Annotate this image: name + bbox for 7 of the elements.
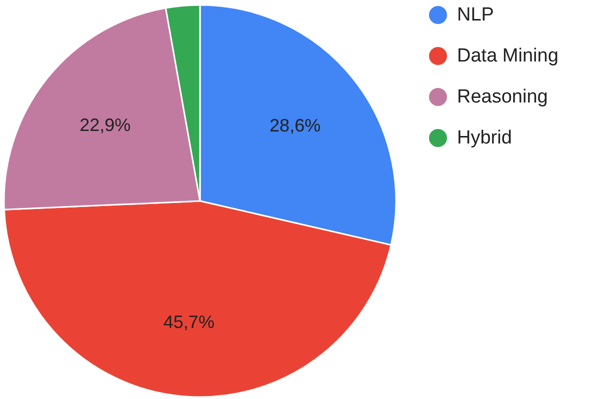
legend-label: Data Mining: [457, 46, 558, 66]
legend-label: Reasoning: [457, 86, 548, 108]
legend-label: Hybrid: [457, 128, 512, 148]
legend-label: NLP: [457, 4, 494, 26]
data-label: 45,7%: [163, 312, 214, 332]
data-label: 22,9%: [80, 115, 131, 136]
data-label: 28,6%: [270, 115, 321, 136]
